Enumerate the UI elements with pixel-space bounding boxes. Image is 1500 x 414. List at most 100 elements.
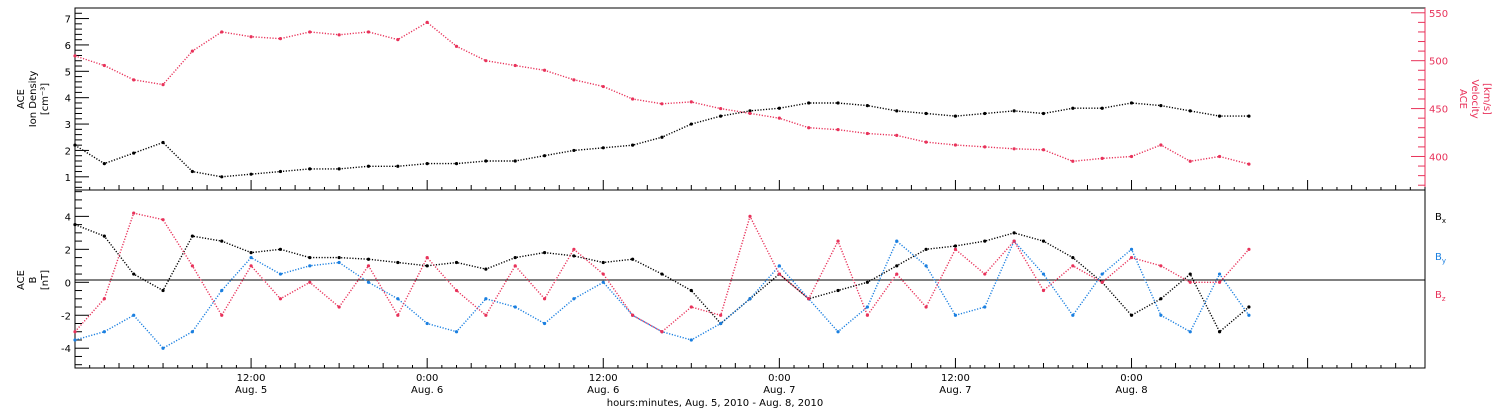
velocity-point [601, 84, 605, 89]
bz-point [513, 264, 517, 268]
top-panel-frame [74, 7, 1426, 191]
by-point [895, 239, 899, 243]
density-point [425, 162, 429, 166]
bz-point [660, 330, 664, 334]
velocity-point [924, 140, 928, 144]
velocity-point [572, 78, 576, 82]
density-point [220, 175, 224, 179]
velocity-point [807, 126, 811, 130]
density-tick-label: 3 [65, 120, 71, 131]
by-point [924, 264, 928, 268]
by-point [865, 305, 869, 309]
bz-point [1100, 280, 1104, 284]
by-point [983, 305, 987, 309]
bz-point [572, 247, 576, 251]
velocity-point [1041, 148, 1046, 152]
velocity-point [220, 30, 224, 34]
velocity-point [1071, 159, 1075, 163]
bfield-tick-label: 4 [65, 212, 71, 223]
by-point [396, 297, 400, 301]
x-tick-date: Aug. 8 [1115, 385, 1147, 396]
by-point [1159, 313, 1163, 317]
velocity-point [953, 143, 958, 147]
velocity-point [1247, 162, 1251, 166]
velocity-point [337, 33, 341, 37]
bfield-tick-label: 0 [65, 278, 71, 289]
bz-point [983, 272, 987, 276]
bz-point [220, 313, 224, 317]
bottom-left-axis: -4 -2 0 2 4 [61, 191, 89, 366]
by-point [73, 338, 77, 342]
density-point [1012, 109, 1016, 113]
legend-by: By [1435, 252, 1446, 265]
density-point [719, 114, 723, 118]
bx-point [454, 260, 459, 265]
bfield-yunit: [nT] [40, 270, 51, 290]
by-point [337, 260, 341, 265]
by-point [542, 321, 547, 326]
density-point [249, 172, 253, 176]
bfield-legend: Bx By Bz [1435, 212, 1446, 303]
bx-point [102, 234, 106, 238]
density-point [1100, 106, 1104, 110]
density-yunit: [cm⁻³] [40, 83, 51, 115]
by-point [366, 280, 371, 284]
x-tick-time: 0:00 [416, 373, 438, 384]
velocity-point [396, 38, 400, 42]
by-point [102, 330, 106, 334]
bz-point [865, 313, 869, 317]
by-point [1071, 313, 1075, 317]
density-tick-label: 7 [65, 15, 71, 26]
bx-point [73, 223, 77, 227]
top-right-axis: 400 450 500 550 [1411, 8, 1448, 190]
bz-point [190, 264, 194, 268]
by-point [425, 321, 429, 326]
velocity-point [1217, 154, 1222, 159]
velocity-ylabel-line2: Velocity [1469, 79, 1480, 118]
x-tick-date: Aug. 6 [411, 385, 443, 396]
bz-point [895, 272, 899, 276]
x-tick-time: 0:00 [768, 373, 790, 384]
by-point [308, 264, 312, 268]
velocity-ylabel-line1: ACE [1457, 89, 1468, 109]
bx-point [924, 247, 928, 251]
density-point [953, 114, 958, 118]
by-point [220, 288, 224, 293]
velocity-point [249, 35, 253, 39]
velocity-point [719, 106, 723, 111]
bx-point [1188, 272, 1192, 276]
bx-point [865, 280, 869, 284]
bz-point [1071, 264, 1075, 268]
by-point [161, 346, 165, 350]
velocity-point [366, 30, 371, 34]
density-point [161, 140, 165, 145]
bx-point [689, 288, 693, 293]
by-point [1188, 330, 1192, 334]
velocity-line [74, 21, 1250, 165]
bx-point [1159, 297, 1163, 301]
density-tick-label: 1 [65, 173, 71, 184]
velocity-point [1129, 154, 1134, 159]
density-point [1159, 103, 1163, 108]
bx-point [425, 264, 429, 268]
density-point [1188, 109, 1192, 113]
by-point [953, 313, 958, 317]
velocity-point [689, 100, 693, 104]
bx-point [161, 288, 165, 293]
velocity-tick-label: 500 [1429, 57, 1448, 68]
velocity-point [895, 133, 899, 137]
bx-point [631, 257, 635, 261]
bx-point [190, 234, 194, 238]
top-left-axis: 1 2 3 4 5 6 7 [65, 12, 89, 188]
bz-point [484, 313, 488, 317]
density-point [1071, 106, 1075, 110]
density-point [807, 101, 811, 105]
density-tick-label: 6 [65, 41, 71, 52]
by-point [689, 338, 693, 342]
velocity-point [1188, 159, 1192, 163]
velocity-point [484, 59, 488, 63]
density-point [190, 169, 194, 174]
by-point [748, 297, 752, 301]
density-line [74, 102, 1249, 178]
